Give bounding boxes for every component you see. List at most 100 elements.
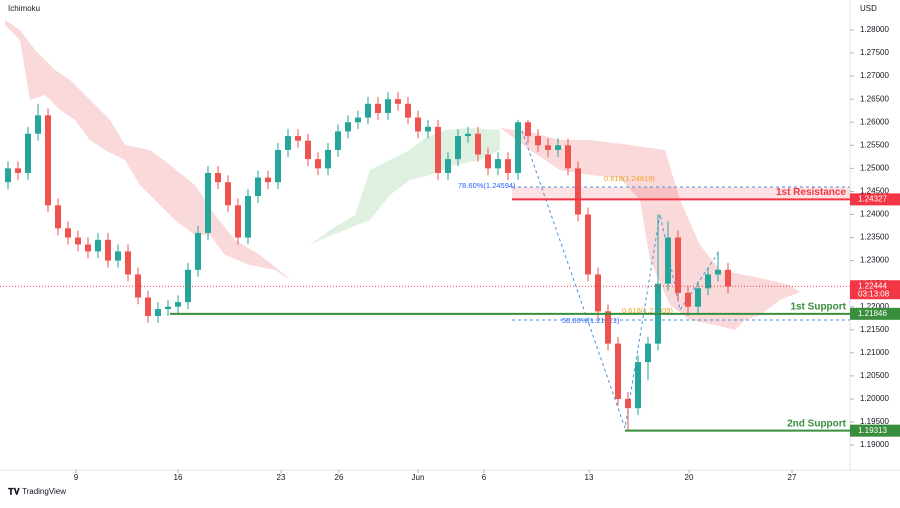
- candle-body: [365, 103, 371, 118]
- candle-body: [385, 99, 391, 114]
- level-tag: [850, 307, 900, 320]
- candle-body: [675, 237, 681, 293]
- x-tick-label: 20: [685, 473, 694, 482]
- level-name: 1st Resistance: [776, 187, 846, 198]
- x-tick-label: 26: [335, 473, 344, 482]
- candle-body: [45, 115, 51, 206]
- fib-label: 0.618(1.21809): [622, 306, 673, 315]
- candle-body: [665, 237, 671, 284]
- candle-body: [215, 172, 221, 183]
- level-name: 1st Support: [790, 301, 846, 312]
- candle-body: [565, 145, 571, 169]
- candle-body: [395, 99, 401, 104]
- fib-label: 0.618(1.24619): [604, 174, 655, 183]
- y-tick-label: 1.24500: [860, 187, 889, 196]
- level-tag: [850, 424, 900, 437]
- candle-body: [545, 145, 551, 150]
- level-value: 1.21846: [858, 309, 887, 318]
- candle-body: [65, 228, 71, 238]
- level-name: 2nd Support: [787, 418, 847, 429]
- chart-title: Ichimoku: [8, 4, 40, 13]
- candle-body: [165, 306, 171, 310]
- y-tick-label: 1.23500: [860, 233, 889, 242]
- candle-body: [555, 145, 561, 150]
- x-tick-label: 9: [74, 473, 79, 482]
- y-tick-label: 1.20500: [860, 371, 889, 380]
- x-tick-label: 27: [788, 473, 797, 482]
- y-tick-label: 1.21500: [860, 325, 889, 334]
- y-tick-label: 1.28000: [860, 25, 889, 34]
- candle-body: [185, 269, 191, 303]
- candle-body: [465, 133, 471, 137]
- level-tag: [850, 193, 900, 206]
- candle-body: [705, 274, 711, 289]
- fib-drawing: [512, 124, 850, 429]
- candle-body: [695, 288, 701, 307]
- candle-body: [35, 115, 41, 134]
- y-tick-label: 1.26000: [860, 117, 889, 126]
- y-tick-label: 1.19500: [860, 417, 889, 426]
- candle-body: [435, 126, 441, 173]
- resistance-zone: [512, 187, 850, 200]
- candle-body: [495, 159, 501, 169]
- candle-body: [285, 136, 291, 150]
- candle-body: [305, 140, 311, 160]
- candle-body: [625, 398, 631, 409]
- candle-body: [195, 232, 201, 270]
- candle-body: [425, 126, 431, 132]
- fib-label: 78.60%(1.24594): [458, 181, 516, 190]
- candle-body: [445, 159, 451, 173]
- level-value: 1.24327: [858, 195, 887, 204]
- candle-body: [455, 136, 461, 160]
- brand: TradingView: [22, 487, 66, 496]
- candle-body: [295, 136, 301, 141]
- y-tick-label: 1.19000: [860, 440, 889, 449]
- y-tick-label: 1.24000: [860, 210, 889, 219]
- candle-body: [525, 122, 531, 137]
- candle-body: [15, 168, 21, 173]
- candle-body: [595, 274, 601, 312]
- candle-body: [315, 159, 321, 169]
- candle-body: [415, 117, 421, 132]
- candle-body: [265, 177, 271, 183]
- x-tick-label: Jun: [412, 473, 425, 482]
- x-tick-label: 23: [277, 473, 286, 482]
- brand-icon: 𝐓𝐕: [8, 486, 21, 496]
- candle-body: [405, 103, 411, 118]
- candle-body: [605, 311, 611, 344]
- candle-body: [155, 309, 161, 316]
- candle-body: [355, 117, 361, 123]
- candle-body: [485, 154, 491, 169]
- candle-body: [235, 205, 241, 238]
- candle-body: [535, 136, 541, 146]
- candle-body: [95, 239, 101, 252]
- candle-body: [635, 362, 641, 409]
- candle-body: [275, 149, 281, 183]
- y-tick-label: 1.23000: [860, 256, 889, 265]
- candle-body: [645, 343, 651, 363]
- candle-body: [725, 269, 731, 287]
- y-tick-label: 1.20000: [860, 394, 889, 403]
- candle-body: [575, 168, 581, 215]
- candle-body: [505, 159, 511, 173]
- candle-body: [325, 149, 331, 169]
- level-value: 1.19313: [858, 426, 887, 435]
- last-price-tag: [850, 280, 900, 300]
- y-tick-label: 1.25500: [860, 140, 889, 149]
- candle-body: [115, 251, 121, 261]
- y-axis-label: USD: [860, 4, 877, 13]
- candle-body: [75, 237, 81, 245]
- candle-body: [55, 205, 61, 229]
- candle-body: [715, 269, 721, 275]
- candle-body: [225, 182, 231, 206]
- candle-body: [5, 168, 11, 183]
- candle-body: [145, 297, 151, 316]
- candle-body: [475, 133, 481, 155]
- candle-body: [515, 122, 521, 173]
- y-tick-label: 1.21000: [860, 348, 889, 357]
- last-price-label: 1.22444: [858, 281, 887, 290]
- candle-body: [585, 214, 591, 275]
- candle-body: [685, 292, 691, 307]
